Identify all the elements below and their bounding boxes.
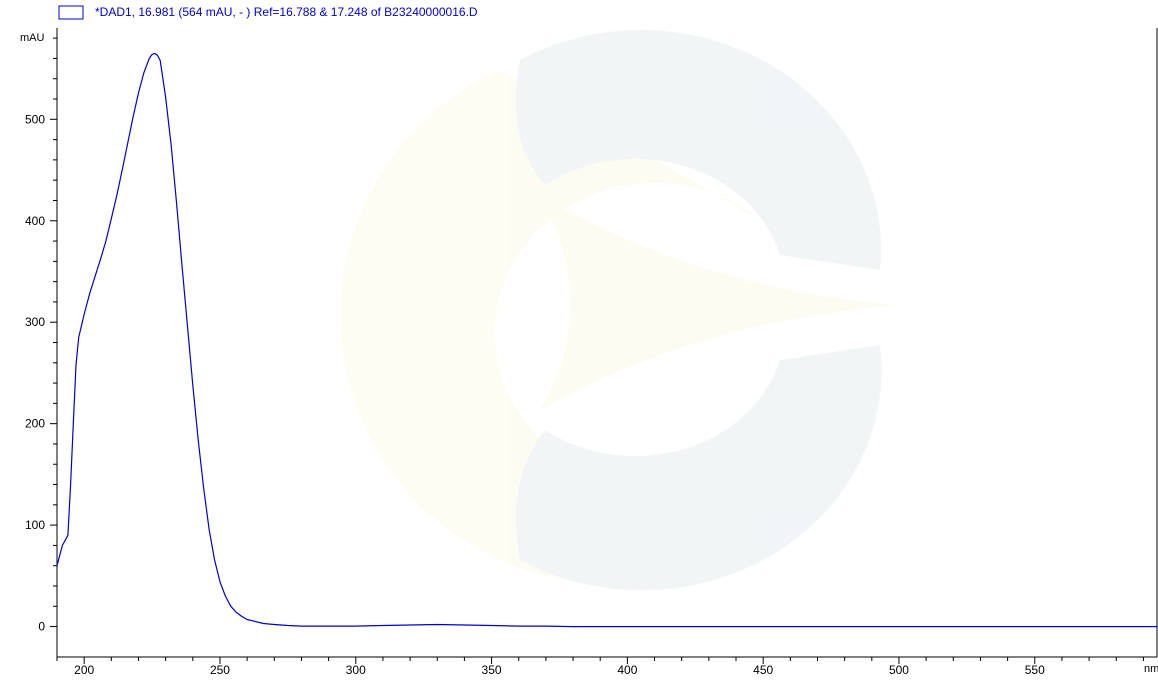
legend-swatch [58,5,84,20]
y-tick-label: 100 [25,518,45,532]
x-axis-ticks: 200 250 300 350 400 450 500 550 [56,657,1144,677]
y-tick-label: 200 [25,417,45,431]
y-axis-ticks: 0 100 200 300 400 500 [25,37,57,634]
legend: *DAD1, 16.981 (564 mAU, - ) Ref=16.788 &… [58,5,478,20]
x-tick-label: 200 [74,663,94,677]
x-tick-label: 550 [1025,663,1045,677]
x-tick-label: 450 [753,663,773,677]
y-tick-label: 0 [38,620,45,634]
legend-label: *DAD1, 16.981 (564 mAU, - ) Ref=16.788 &… [95,5,478,19]
y-tick-label: 500 [25,112,45,126]
x-tick-label: 500 [889,663,909,677]
x-tick-label: 350 [482,663,502,677]
background-logo-watermark [340,29,900,591]
y-tick-label: 400 [25,214,45,228]
x-axis-label: nm [1144,663,1158,675]
y-tick-label: 300 [25,315,45,329]
y-axis-label: mAU [20,32,45,44]
x-tick-label: 300 [346,663,366,677]
x-tick-label: 250 [210,663,230,677]
series-group [56,52,1157,628]
x-tick-label: 400 [617,663,637,677]
series-line-0 [56,52,1157,628]
